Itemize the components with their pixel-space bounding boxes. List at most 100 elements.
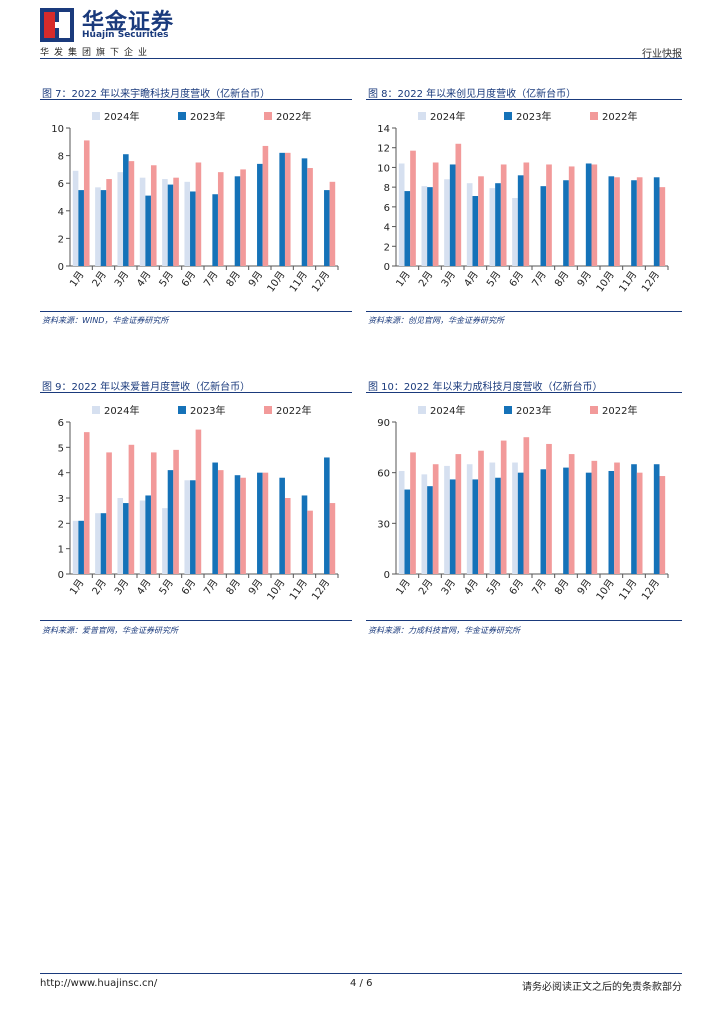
page-number: 4 / 6: [350, 978, 373, 989]
bar-2024-5: [162, 179, 168, 266]
legend-swatch-2022: [590, 112, 598, 120]
bar-2022-10: [284, 498, 291, 574]
x-tick-label: 9月: [575, 577, 594, 597]
brand-name-en: Huajin Securities: [82, 30, 169, 40]
bar-2024-6: [512, 197, 518, 266]
x-tick-label: 8月: [552, 269, 571, 289]
x-tick-label: 8月: [224, 269, 243, 289]
bar-2023-3: [449, 479, 456, 574]
bar-2023-11: [301, 495, 308, 574]
bar-2023-2: [427, 486, 433, 574]
figure-8-source: 资料来源：创见官网，华金证券研究所: [368, 316, 504, 325]
bar-2022-7: [217, 470, 224, 574]
bar-2022-10: [284, 152, 291, 266]
x-tick-label: 10月: [265, 269, 288, 295]
y-tick-label: 2: [384, 242, 390, 253]
figure-7-title: 图 7：2022 年以来宇瞻科技月度营收（亿新台币）: [42, 89, 271, 100]
bar-2023-8: [563, 180, 569, 266]
x-tick-label: 3月: [439, 577, 458, 597]
bar-2023-1: [78, 190, 84, 266]
y-tick-label: 6: [384, 203, 390, 214]
bar-2022-5: [173, 177, 179, 266]
legend-swatch-2022: [590, 406, 598, 414]
footer-url-link[interactable]: http://www.huajinsc.cn/: [40, 978, 158, 989]
bar-2024-4: [139, 177, 146, 266]
figure-10-source-rule: [366, 620, 682, 621]
x-tick-label: 1月: [394, 269, 413, 289]
y-tick-label: 0: [58, 570, 64, 581]
bar-2023-5: [495, 183, 501, 266]
bar-2024-1: [398, 163, 405, 266]
figure-10-title: 图 10：2022 年以来力成科技月度营收（亿新台币）: [368, 382, 603, 393]
bar-2024-5: [489, 188, 496, 266]
x-tick-label: 8月: [552, 577, 571, 597]
legend-swatch-2024: [418, 112, 426, 120]
bar-2022-10: [614, 462, 620, 574]
bar-2022-9: [591, 164, 598, 266]
bar-2022-9: [591, 460, 598, 574]
bar-2023-1: [404, 489, 411, 574]
bar-2023-8: [234, 176, 241, 266]
bar-2024-6: [184, 480, 191, 574]
bar-2022-8: [240, 477, 246, 574]
bar-2023-1: [404, 191, 411, 266]
legend-swatch-2023: [178, 406, 186, 414]
huajin-logo-icon: [40, 8, 74, 42]
bar-2022-11: [307, 510, 313, 574]
bar-2023-11: [631, 180, 637, 266]
bar-2023-9: [257, 472, 263, 574]
y-tick-label: 12: [377, 144, 390, 155]
x-tick-label: 3月: [112, 269, 131, 289]
bar-2022-8: [568, 166, 575, 266]
x-tick-label: 12月: [309, 577, 332, 603]
x-tick-label: 7月: [201, 577, 220, 597]
bar-2022-7: [217, 172, 224, 266]
legend-label-2024: 2024年: [104, 110, 139, 123]
bar-2023-10: [279, 152, 285, 266]
y-tick-label: 0: [384, 262, 390, 273]
x-tick-label: 11月: [617, 269, 640, 295]
y-tick-label: 10: [377, 163, 390, 174]
x-tick-label: 2月: [416, 577, 435, 597]
bar-2022-3: [455, 454, 462, 574]
bar-2023-9: [585, 472, 592, 574]
legend-swatch-2022: [264, 406, 272, 414]
bar-2022-12: [659, 187, 666, 266]
bar-2022-12: [329, 181, 336, 266]
bar-2022-5: [500, 164, 507, 266]
legend-label-2022: 2022年: [602, 404, 637, 417]
bar-2022-4: [478, 176, 484, 266]
bar-2023-7: [540, 186, 547, 266]
figure-10-title-rule: [366, 392, 682, 393]
bar-2023-6: [517, 175, 524, 266]
bar-2023-7: [212, 462, 218, 574]
bar-2023-6: [190, 191, 196, 266]
bar-2022-5: [173, 449, 179, 574]
bar-2024-4: [139, 500, 146, 574]
bar-2024-3: [117, 498, 124, 574]
bar-2024-5: [162, 508, 168, 574]
legend-label-2022: 2022年: [276, 110, 311, 123]
bar-2024-3: [444, 179, 450, 266]
figure-9-source: 资料来源：爱普官网，华金证券研究所: [42, 626, 178, 635]
bar-2022-2: [106, 452, 112, 574]
bar-2022-6: [195, 162, 202, 266]
x-tick-label: 11月: [287, 577, 310, 603]
x-tick-label: 10月: [265, 577, 288, 603]
bar-2023-7: [540, 469, 547, 574]
bar-2023-6: [517, 472, 524, 574]
x-tick-label: 10月: [594, 577, 617, 603]
x-tick-label: 6月: [507, 269, 526, 289]
bar-2022-2: [432, 464, 439, 574]
bar-2022-8: [568, 454, 575, 574]
bar-2023-2: [427, 187, 433, 266]
figure-7-source: 资料来源：WIND，华金证券研究所: [42, 316, 169, 325]
legend-label-2023: 2023年: [190, 404, 225, 417]
bar-2023-2: [100, 190, 107, 266]
legend-swatch-2023: [178, 112, 186, 120]
y-tick-label: 8: [58, 152, 64, 163]
bar-2023-3: [123, 503, 129, 574]
legend-label-2023: 2023年: [190, 110, 225, 123]
legend-swatch-2022: [264, 112, 272, 120]
bar-2022-5: [500, 440, 507, 574]
